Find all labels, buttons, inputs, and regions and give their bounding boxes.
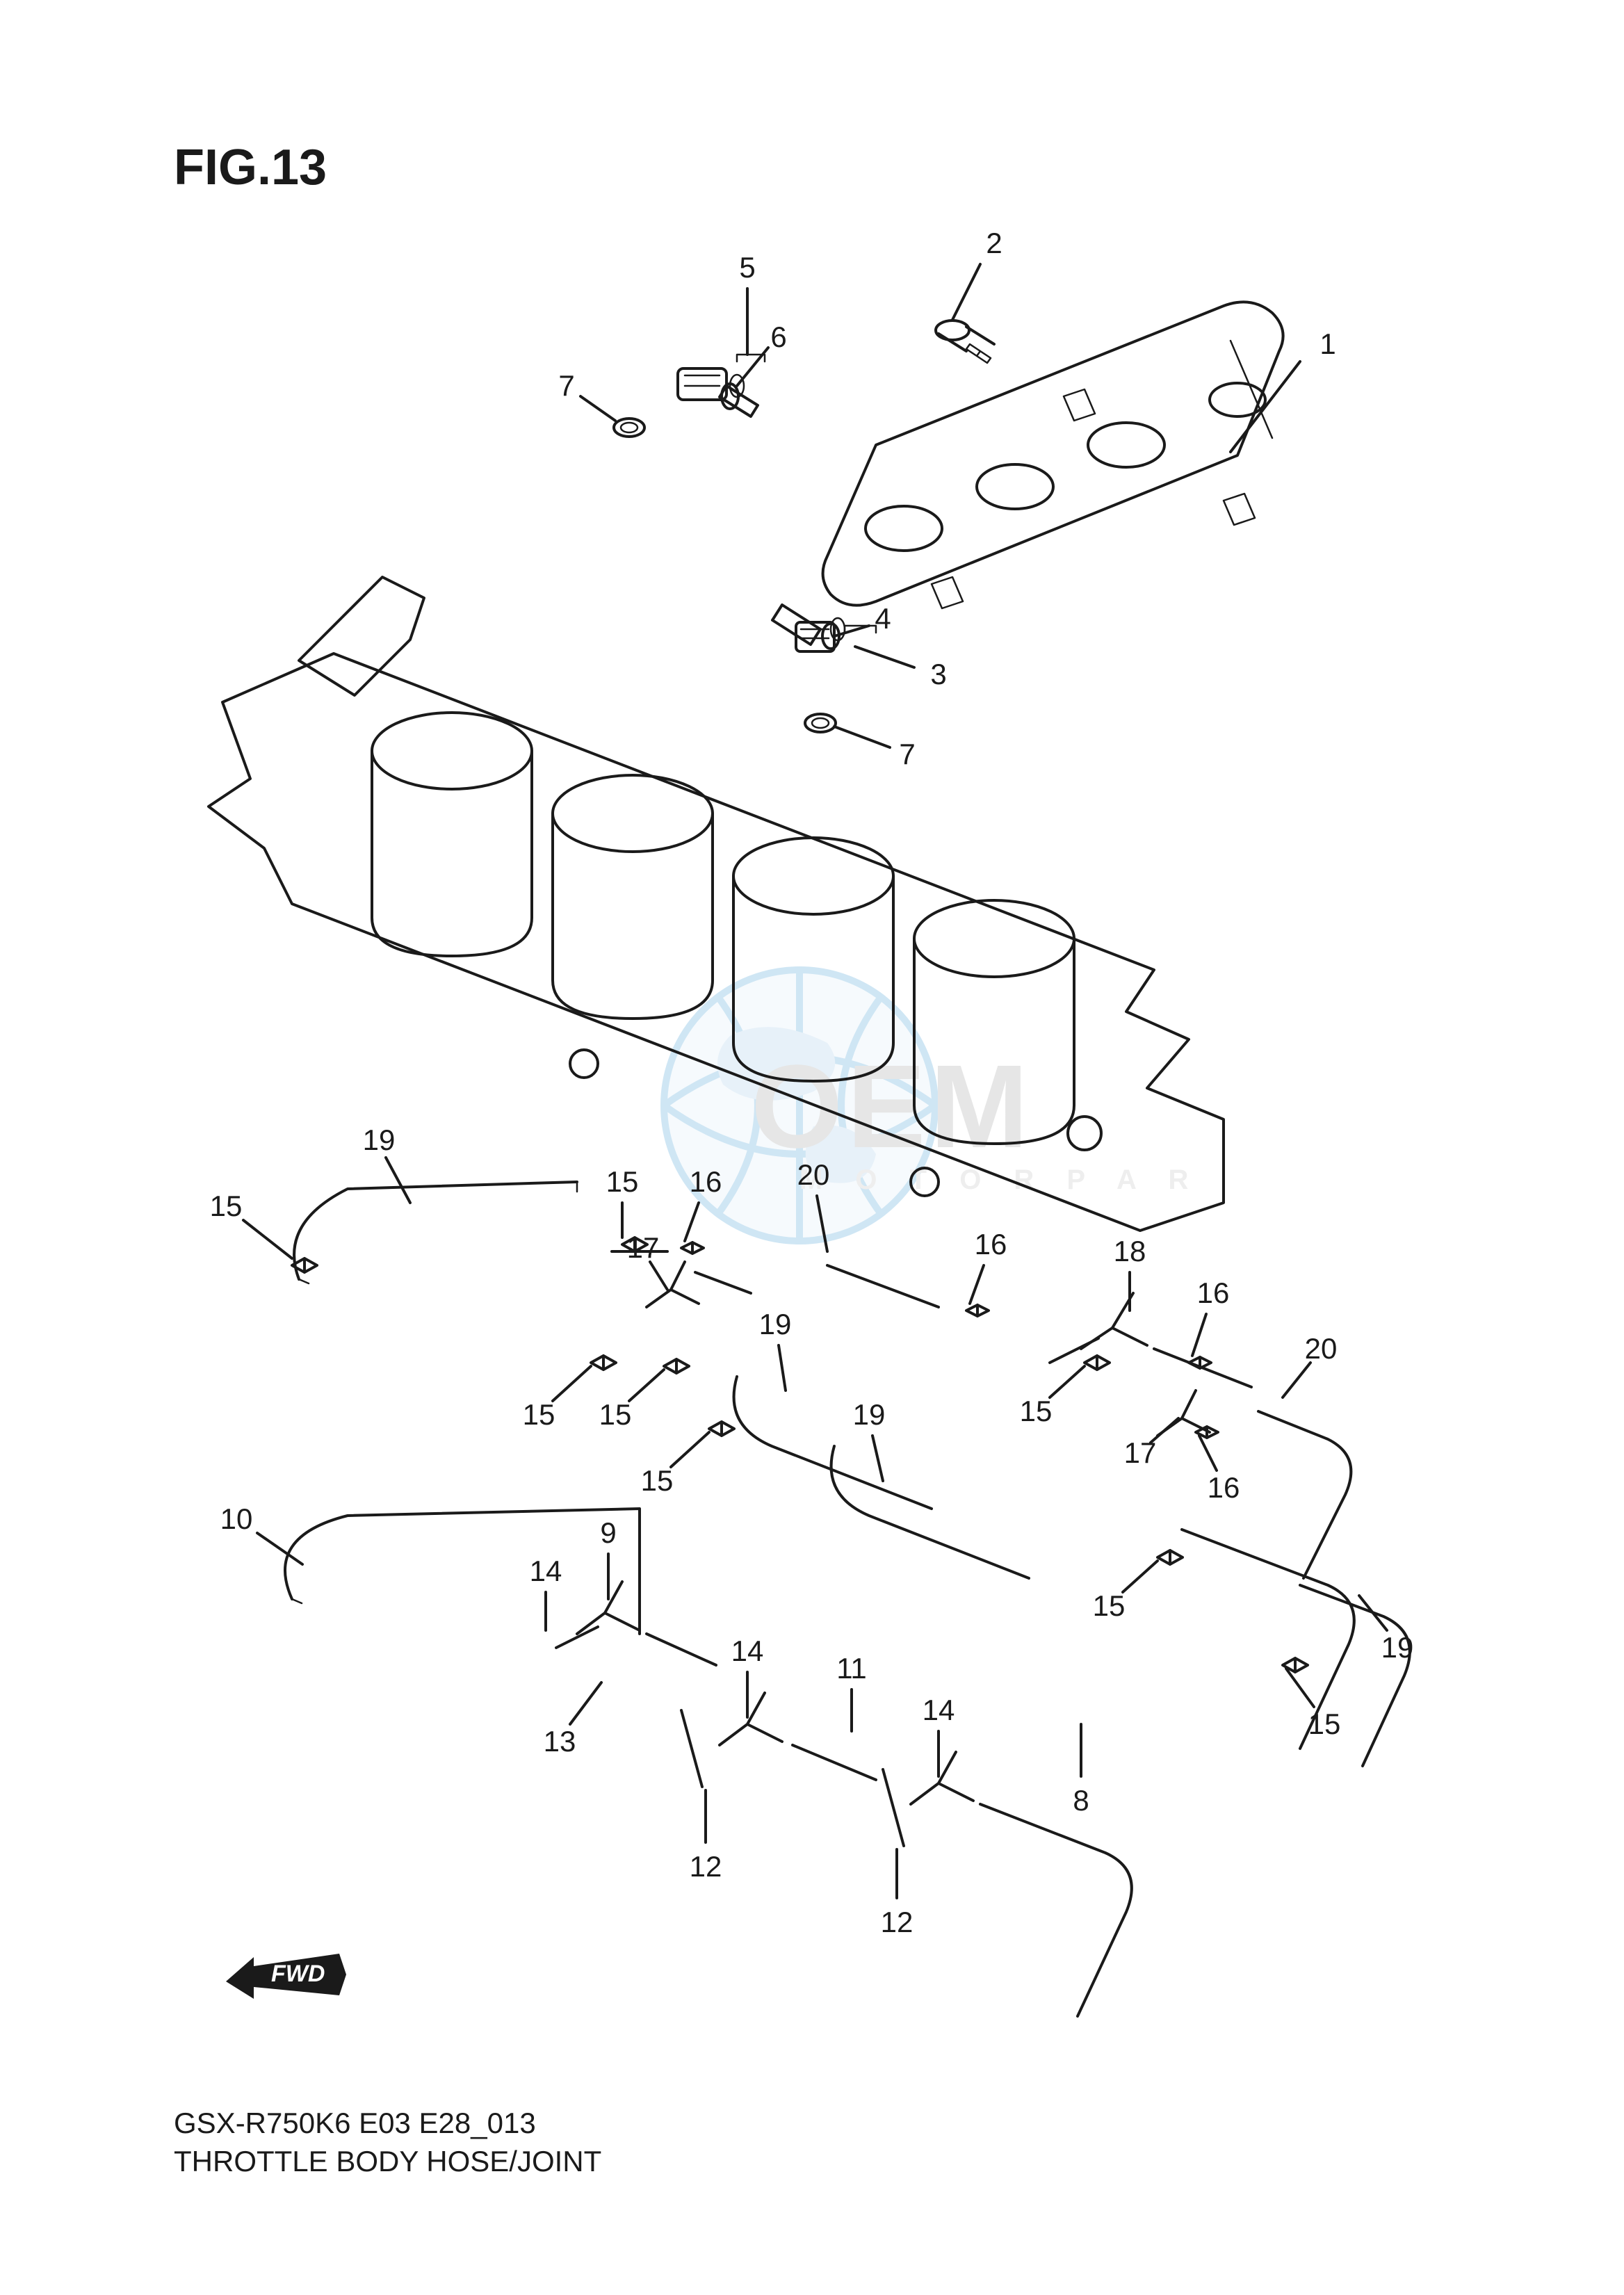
callout-19: 19 xyxy=(759,1308,792,1341)
fwd-arrow-icon: FWD xyxy=(222,1947,348,2013)
leader-20 xyxy=(817,1196,827,1251)
footer-model-code: GSX-R750K6 E03 E28_013 xyxy=(174,2107,536,2140)
callout-15: 15 xyxy=(1020,1395,1053,1428)
callout-15: 15 xyxy=(210,1190,243,1223)
callout-18: 18 xyxy=(1114,1235,1146,1268)
callout-2: 2 xyxy=(986,227,1002,260)
callout-6: 6 xyxy=(770,321,786,354)
callout-7: 7 xyxy=(558,369,574,403)
fwd-label: FWD xyxy=(271,1961,325,1987)
callout-11: 11 xyxy=(836,1652,867,1685)
callout-15: 15 xyxy=(1308,1708,1341,1741)
callout-17: 17 xyxy=(627,1231,660,1265)
callout-4: 4 xyxy=(875,602,891,635)
callout-16: 16 xyxy=(1208,1471,1240,1505)
injector-upper xyxy=(614,355,765,437)
leader-19 xyxy=(779,1345,786,1390)
callout-1: 1 xyxy=(1320,327,1335,361)
callout-3: 3 xyxy=(930,658,946,691)
callout-12: 12 xyxy=(690,1850,722,1883)
leader-7 xyxy=(834,727,890,747)
leader-16 xyxy=(1199,1436,1217,1470)
leader-16 xyxy=(970,1265,984,1304)
callout-8: 8 xyxy=(1073,1784,1089,1817)
callout-14: 14 xyxy=(731,1635,764,1668)
leader-7 xyxy=(580,396,615,421)
leader-13 xyxy=(570,1682,601,1724)
callout-15: 15 xyxy=(599,1398,632,1432)
figure-title: FIG.13 xyxy=(174,139,327,196)
screw-item2 xyxy=(936,321,994,363)
leader-6 xyxy=(737,348,768,386)
callout-20: 20 xyxy=(797,1158,830,1192)
callout-16: 16 xyxy=(690,1165,722,1199)
callout-17: 17 xyxy=(1124,1436,1157,1470)
callout-5: 5 xyxy=(739,251,755,284)
leader-19 xyxy=(386,1158,410,1203)
leader-19 xyxy=(1359,1596,1387,1630)
leader-1 xyxy=(1231,362,1300,452)
leader-15 xyxy=(243,1220,292,1258)
callout-13: 13 xyxy=(544,1725,576,1758)
callout-15: 15 xyxy=(1093,1589,1126,1623)
callout-20: 20 xyxy=(1305,1332,1338,1365)
leader-10 xyxy=(257,1533,302,1564)
callout-12: 12 xyxy=(881,1906,914,1939)
footer-part-name: THROTTLE BODY HOSE/JOINT xyxy=(174,2145,601,2178)
leader-19 xyxy=(872,1436,883,1481)
upper-hoses xyxy=(292,1182,1354,1749)
callout-10: 10 xyxy=(220,1502,253,1536)
delivery-pipe xyxy=(823,302,1283,608)
callout-9: 9 xyxy=(600,1516,616,1550)
leader-15 xyxy=(1123,1561,1158,1592)
callout-16: 16 xyxy=(975,1228,1007,1261)
leader-2 xyxy=(952,264,980,320)
callout-19: 19 xyxy=(853,1398,886,1432)
leader-16 xyxy=(1192,1314,1206,1356)
leader-15 xyxy=(1286,1669,1314,1707)
leader-15 xyxy=(671,1432,709,1467)
callout-16: 16 xyxy=(1197,1276,1230,1310)
leader-3 xyxy=(855,647,914,667)
callout-14: 14 xyxy=(923,1694,955,1727)
callout-19: 19 xyxy=(363,1124,396,1157)
page: OEM M O T O R P A R T S xyxy=(0,0,1624,2295)
callout-14: 14 xyxy=(530,1555,562,1588)
leader-15 xyxy=(629,1370,664,1401)
leader-17 xyxy=(650,1262,667,1290)
callout-7: 7 xyxy=(899,738,915,771)
leader-20 xyxy=(1283,1363,1310,1397)
callout-19: 19 xyxy=(1381,1631,1414,1664)
leader-15 xyxy=(1050,1366,1085,1397)
lower-hoses xyxy=(285,1509,1410,2016)
throttle-body-block xyxy=(209,577,1224,1231)
leader-15 xyxy=(553,1366,591,1401)
callout-15: 15 xyxy=(641,1464,674,1498)
leader-16 xyxy=(685,1203,699,1241)
injector-lower xyxy=(772,605,876,732)
callout-15: 15 xyxy=(606,1165,639,1199)
callout-15: 15 xyxy=(523,1398,555,1432)
